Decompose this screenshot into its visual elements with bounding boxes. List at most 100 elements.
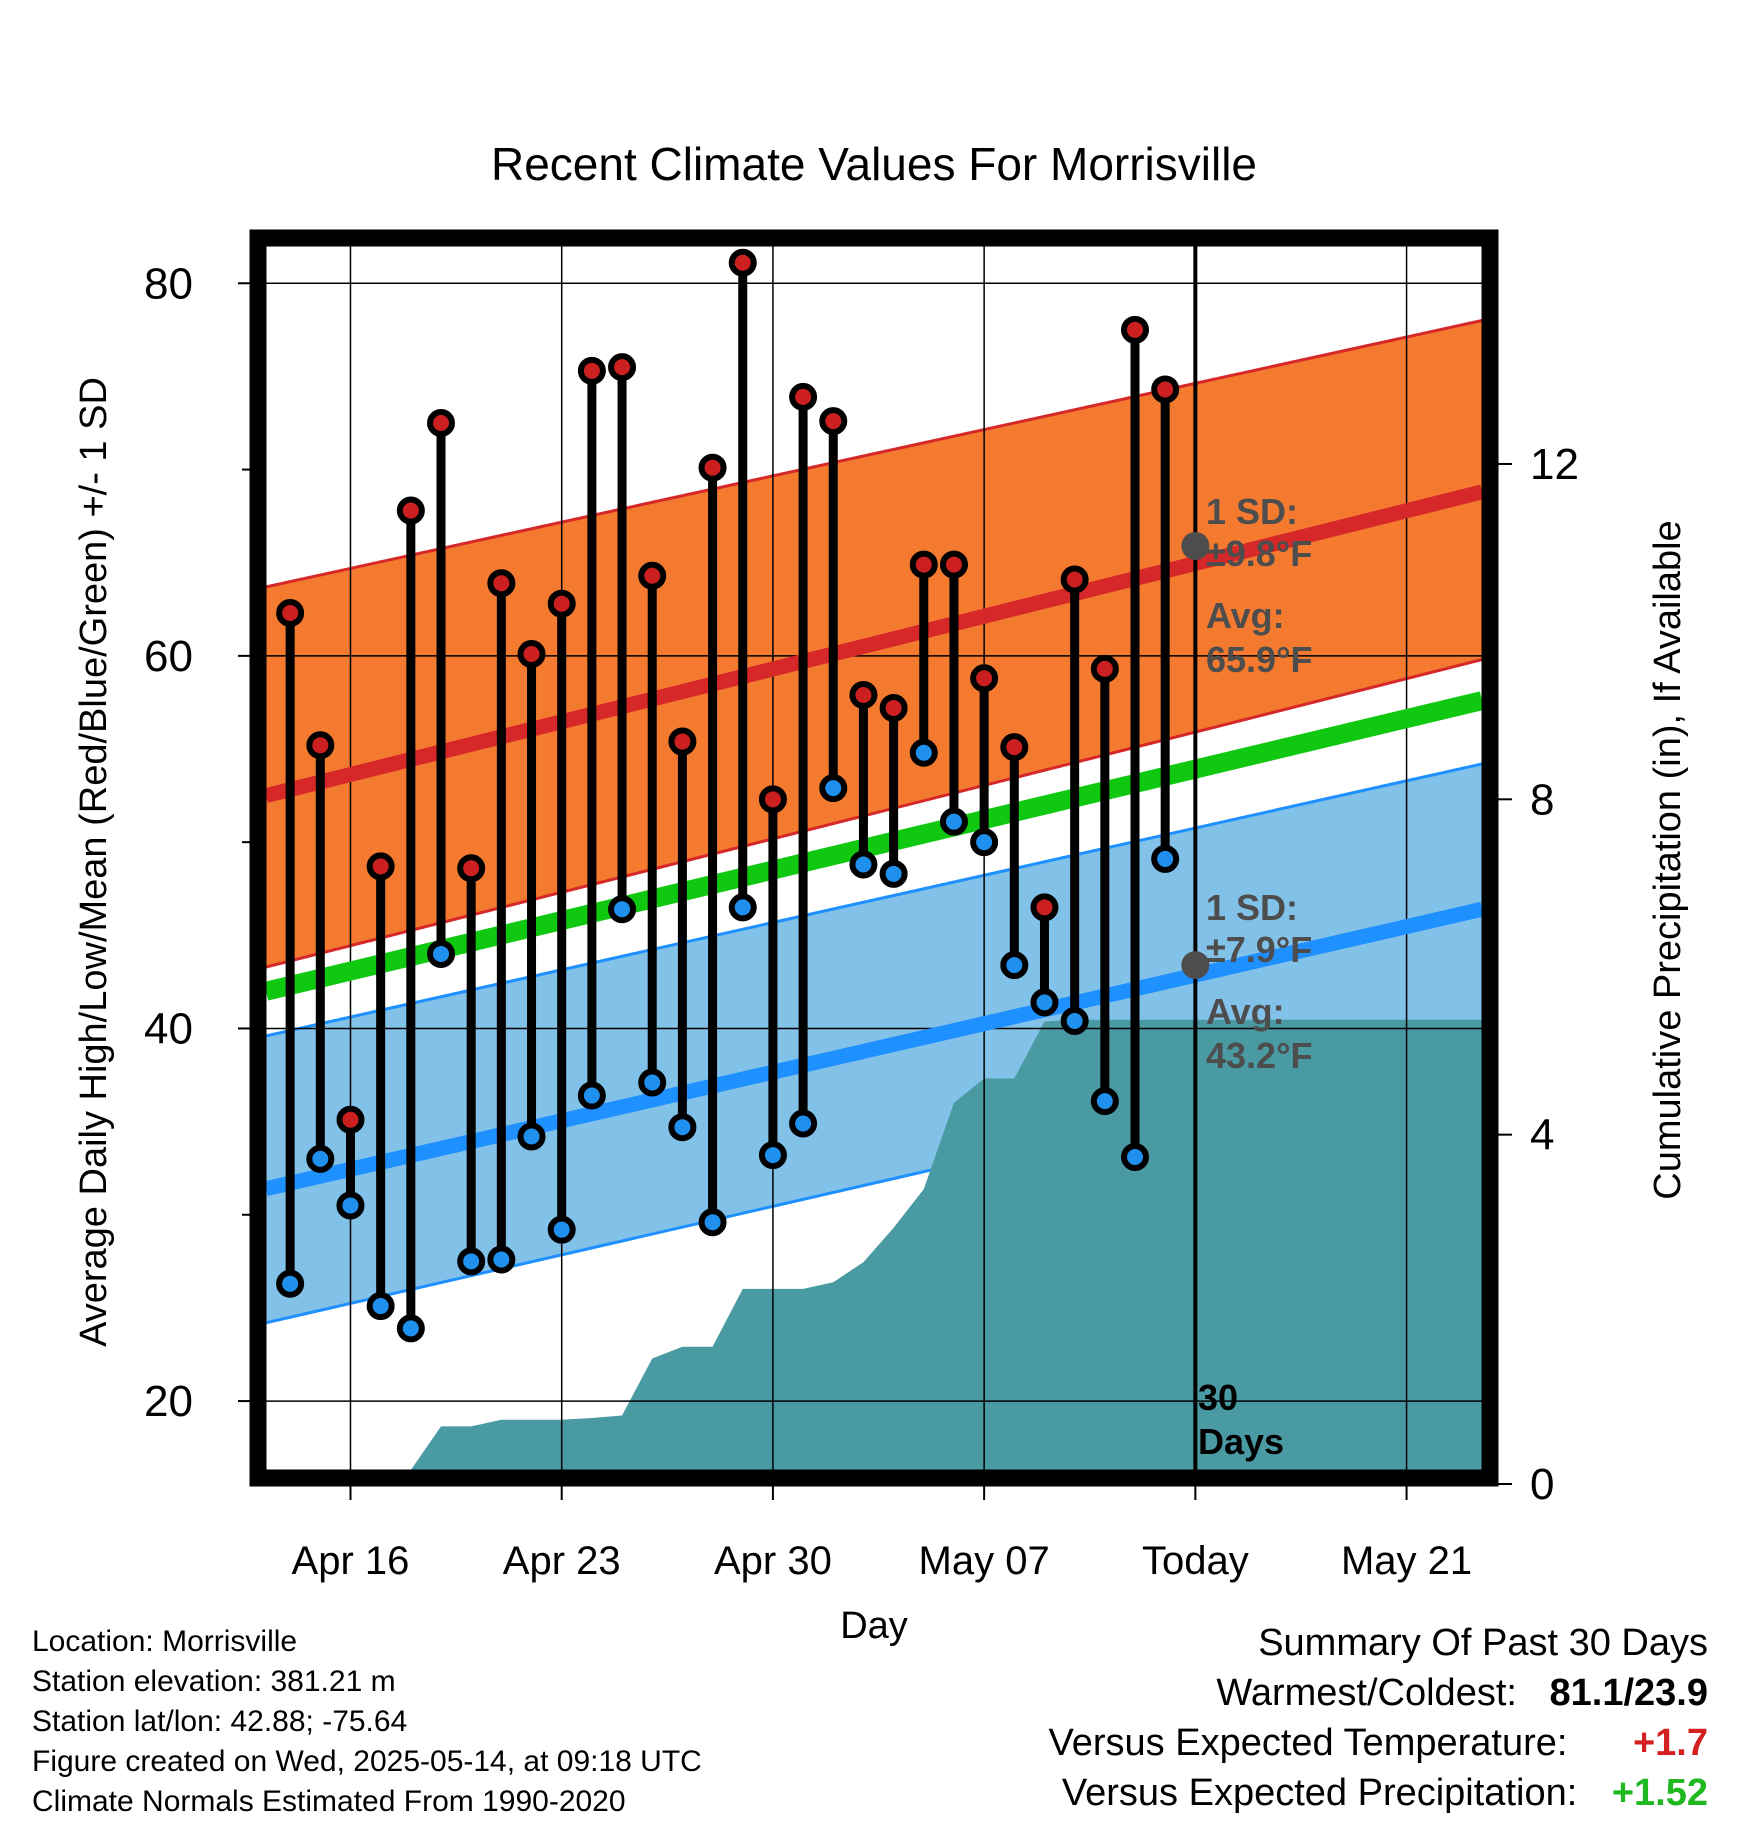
window-label-line-0: 30 xyxy=(1198,1377,1238,1418)
low-sd-value: ±7.9°F xyxy=(1206,929,1312,970)
high-point-7 xyxy=(487,569,516,598)
y-tick-label-0: 20 xyxy=(144,1377,193,1426)
window-label-line-1: Days xyxy=(1198,1421,1284,1462)
precip-fill xyxy=(290,1019,1482,1470)
low-point-8 xyxy=(517,1122,546,1151)
low-point-29 xyxy=(1151,844,1180,873)
low-point-18 xyxy=(819,774,848,803)
high-upper-edge xyxy=(266,319,1482,589)
y2-axis-label: Cumulative Precipitation (in), If Availa… xyxy=(1647,520,1689,1199)
high-point-14 xyxy=(698,453,727,482)
plot-frame xyxy=(249,229,1499,1487)
low-point-19 xyxy=(849,850,878,879)
low-point-17 xyxy=(789,1109,818,1138)
low-point-9 xyxy=(547,1215,576,1244)
high-point-4 xyxy=(396,496,425,525)
low-point-5 xyxy=(427,939,456,968)
low-point-6 xyxy=(457,1247,486,1276)
low-point-22 xyxy=(939,807,968,836)
daily-range-stems xyxy=(285,262,1170,1329)
high-point-27 xyxy=(1090,654,1119,683)
elevation-text: Station elevation: 381.21 m xyxy=(32,1665,396,1698)
high-point-20 xyxy=(879,694,908,723)
x-axis-label: Day xyxy=(840,1605,908,1647)
high-point-6 xyxy=(457,854,486,883)
high-avg-marker xyxy=(1181,531,1210,560)
high-point-15 xyxy=(728,248,757,277)
low-point-2 xyxy=(336,1191,365,1220)
high-point-13 xyxy=(668,727,697,756)
low-point-26 xyxy=(1060,1007,1089,1036)
station-info: Location: Morrisville Station elevation:… xyxy=(32,1622,702,1822)
high-point-24 xyxy=(1000,733,1029,762)
summary-panel: Summary Of Past 30 Days Warmest/Coldest:… xyxy=(1049,1618,1708,1818)
normal-annotations: 1 SD: ±9.8°F Avg: 65.9°F 1 SD: ±7.9°F Av… xyxy=(1181,491,1312,1076)
low-point-3 xyxy=(366,1292,395,1321)
daily-points xyxy=(276,248,1180,1343)
high-avg-line xyxy=(266,484,1482,803)
y-tick-label-2: 60 xyxy=(144,632,193,681)
low-point-21 xyxy=(909,738,938,767)
high-point-26 xyxy=(1060,565,1089,594)
high-point-18 xyxy=(819,407,848,436)
created-text: Figure created on Wed, 2025-05-14, at 09… xyxy=(32,1745,702,1778)
y2-tick-label-1: 4 xyxy=(1530,1111,1554,1160)
low-point-15 xyxy=(728,893,757,922)
high-point-0 xyxy=(276,599,305,628)
low-point-12 xyxy=(638,1068,667,1097)
high-point-12 xyxy=(638,561,667,590)
y-tick-label-3: 80 xyxy=(144,259,193,308)
precipitation-area xyxy=(290,1019,1482,1470)
right-y-axis: 0 4 8 12 xyxy=(1498,440,1579,1509)
y-tick-label-1: 40 xyxy=(144,1004,193,1053)
low-point-0 xyxy=(276,1269,305,1298)
high-point-17 xyxy=(789,382,818,411)
y-axis-label: Average Daily High/Low/Mean (Red/Blue/Gr… xyxy=(73,377,115,1347)
high-point-25 xyxy=(1030,893,1059,922)
precip-departure-label: Versus Expected Precipitation: xyxy=(1061,1772,1578,1814)
low-point-16 xyxy=(758,1141,787,1170)
latlon-text: Station lat/lon: 42.88; -75.64 xyxy=(32,1705,408,1738)
high-point-2 xyxy=(336,1105,365,1134)
high-point-9 xyxy=(547,589,576,618)
warmest-coldest-value: 81.1/23.9 xyxy=(1549,1672,1708,1714)
high-point-28 xyxy=(1121,315,1150,344)
high-avg-value: 65.9°F xyxy=(1206,639,1312,680)
temp-departure-row: Versus Expected Temperature: +1.7 xyxy=(1049,1718,1708,1768)
high-point-29 xyxy=(1151,375,1180,404)
precip-departure-value: +1.52 xyxy=(1611,1772,1708,1814)
high-point-10 xyxy=(577,356,606,385)
x-tick-label-5: May 21 xyxy=(1341,1539,1472,1583)
high-sd-value: ±9.8°F xyxy=(1206,533,1312,574)
low-point-28 xyxy=(1121,1143,1150,1172)
warmest-coldest-label: Warmest/Coldest: xyxy=(1216,1672,1517,1714)
high-point-21 xyxy=(909,550,938,579)
low-point-13 xyxy=(668,1113,697,1142)
high-point-19 xyxy=(849,680,878,709)
low-avg-label: Avg: xyxy=(1206,991,1285,1032)
left-y-axis: 20 40 60 80 xyxy=(144,259,250,1426)
warmest-coldest-row: Warmest/Coldest: 81.1/23.9 xyxy=(1049,1668,1708,1718)
summary-heading: Summary Of Past 30 Days xyxy=(1258,1622,1708,1664)
high-point-3 xyxy=(366,852,395,881)
y2-tick-label-3: 12 xyxy=(1530,440,1579,489)
low-point-1 xyxy=(306,1144,335,1173)
y2-tick-label-0: 0 xyxy=(1530,1460,1554,1509)
high-point-1 xyxy=(306,731,335,760)
low-point-24 xyxy=(1000,951,1029,980)
x-axis: Apr 16 Apr 23 Apr 30 May 07 Today May 21 xyxy=(292,1486,1472,1583)
x-tick-label-4: Today xyxy=(1142,1539,1249,1583)
low-point-14 xyxy=(698,1208,727,1237)
chart-title: Recent Climate Values For Morrisville xyxy=(491,138,1257,190)
low-avg-value: 43.2°F xyxy=(1206,1035,1312,1076)
low-point-4 xyxy=(396,1314,425,1343)
normals-text: Climate Normals Estimated From 1990-2020 xyxy=(32,1785,626,1818)
high-point-22 xyxy=(939,550,968,579)
low-sd-label: 1 SD: xyxy=(1206,887,1298,928)
temp-departure-label: Versus Expected Temperature: xyxy=(1048,1722,1568,1764)
high-point-8 xyxy=(517,640,546,668)
high-point-5 xyxy=(427,408,456,437)
high-avg-label: Avg: xyxy=(1206,595,1285,636)
x-tick-label-2: Apr 30 xyxy=(714,1539,832,1583)
location-text: Location: Morrisville xyxy=(32,1625,298,1658)
